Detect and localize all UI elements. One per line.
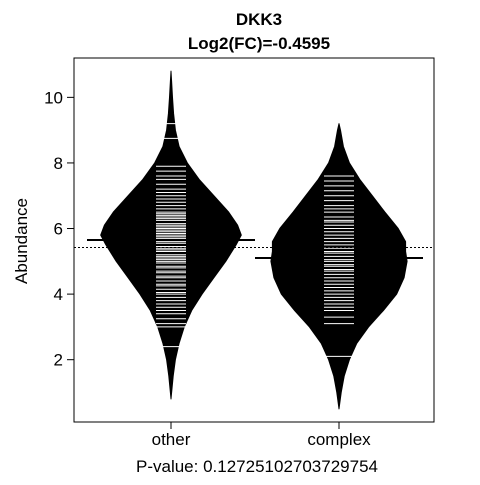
- plot-area: 2 4 6 8 10 other complex: [44, 57, 435, 449]
- y-axis-label: Abundance: [12, 198, 31, 284]
- x-tick-label-other: other: [152, 430, 191, 449]
- y-tick-label-4: 4: [54, 285, 63, 304]
- y-tick-label-10: 10: [44, 88, 63, 107]
- y-tick-label-6: 6: [54, 220, 63, 239]
- chart-title: DKK3: [236, 10, 282, 29]
- chart-subtitle: Log2(FC)=-0.4595: [188, 34, 330, 53]
- y-tick-label-8: 8: [54, 154, 63, 173]
- y-tick-label-2: 2: [54, 351, 63, 370]
- x-tick-label-complex: complex: [307, 430, 371, 449]
- plot-frame: [73, 57, 435, 423]
- x-axis-label: P-value: 0.12725102703729754: [136, 457, 378, 476]
